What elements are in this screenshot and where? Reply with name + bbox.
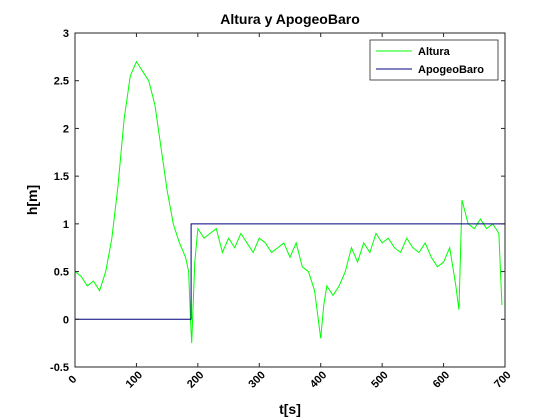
y-tick-label: 2.5 bbox=[54, 76, 69, 88]
y-tick-label: 0.5 bbox=[54, 267, 69, 279]
x-axis-label: t[s] bbox=[279, 401, 301, 417]
legend-label-apogeobaro: ApogeoBaro bbox=[418, 64, 484, 76]
legend-label-altura: Altura bbox=[418, 46, 451, 58]
series-layer bbox=[74, 60, 505, 344]
y-tick-label: 0 bbox=[63, 314, 69, 326]
y-axis-label: h[m] bbox=[24, 185, 40, 215]
y-tick-label: 3 bbox=[63, 28, 69, 40]
legend-box bbox=[369, 39, 499, 81]
series-line-apogeobaro bbox=[75, 223, 505, 320]
plot-area: 0 100 200 300 400 500 600 700-0.500.511.522.53 bbox=[50, 28, 514, 391]
y-tick-label: 1.5 bbox=[54, 171, 69, 183]
series-line-altura bbox=[74, 60, 503, 344]
chart-title: Altura y ApogeoBaro bbox=[220, 11, 360, 27]
legend: Altura ApogeoBaro bbox=[369, 39, 499, 81]
y-tick-label: 1 bbox=[63, 219, 69, 231]
y-tick-label: -0.5 bbox=[50, 362, 69, 374]
axes-box bbox=[74, 32, 506, 368]
y-tick-label: 2 bbox=[63, 123, 69, 135]
